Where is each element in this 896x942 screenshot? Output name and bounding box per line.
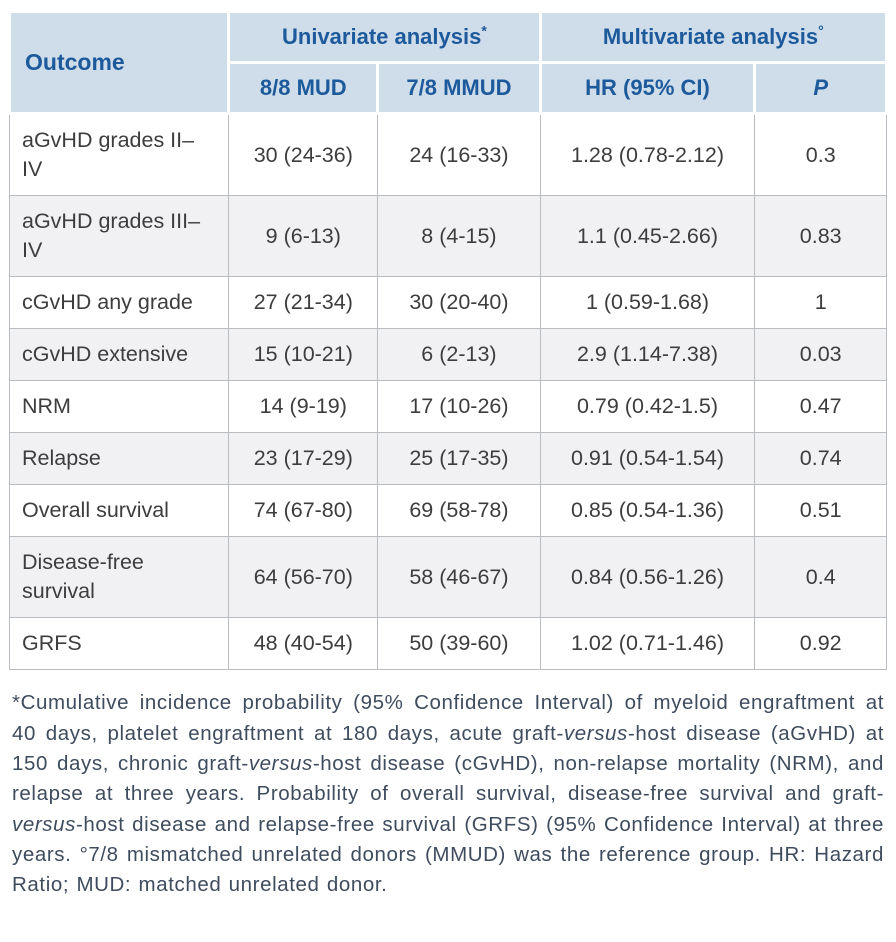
mmud-cell: 8 (4-15) — [377, 195, 541, 278]
mmud-cell: 24 (16-33) — [377, 112, 541, 197]
outcome-cell: Relapse — [8, 432, 230, 486]
table-row: cGvHD any grade 27 (21-34) 30 (20-40) 1 … — [8, 276, 887, 330]
mud-cell: 23 (17-29) — [228, 432, 379, 486]
multivariate-label: Multivariate analysis — [602, 24, 819, 49]
header-subcolumn-row: 8/8 MUD 7/8 MMUD HR (95% CI) P — [10, 61, 888, 115]
table-row: GRFS 48 (40-54) 50 (39-60) 1.02 (0.71-1.… — [8, 617, 887, 671]
p-cell: 0.4 — [754, 536, 887, 619]
mud-cell: 14 (9-19) — [228, 380, 379, 434]
mmud-cell: 25 (17-35) — [377, 432, 541, 486]
table-row: Disease-free survival 64 (56-70) 58 (46-… — [8, 536, 887, 619]
mmud-cell: 17 (10-26) — [377, 380, 541, 434]
outcome-cell: cGvHD any grade — [8, 276, 230, 330]
outcome-cell: aGvHD grades III–IV — [8, 195, 230, 278]
column-header-mud: 8/8 MUD — [227, 61, 380, 115]
p-cell: 0.3 — [754, 112, 887, 197]
outcome-cell: NRM — [8, 380, 230, 434]
table-row: cGvHD extensive 15 (10-21) 6 (2-13) 2.9 … — [8, 328, 887, 382]
p-cell: 1 — [754, 276, 887, 330]
hr-cell: 0.79 (0.42-1.5) — [539, 380, 756, 434]
mmud-cell: 6 (2-13) — [377, 328, 541, 382]
footnote-text-italic: versus — [248, 751, 313, 775]
outcome-cell: cGvHD extensive — [8, 328, 230, 382]
table-row: aGvHD grades III–IV 9 (6-13) 8 (4-15) 1.… — [8, 195, 887, 278]
hr-cell: 1.1 (0.45-2.66) — [539, 195, 756, 278]
mud-cell: 15 (10-21) — [228, 328, 379, 382]
table-header: Outcome Univariate analysis* Multivariat… — [7, 10, 889, 115]
table-row: aGvHD grades II–IV 30 (24-36) 24 (16-33)… — [8, 112, 887, 197]
footnote-text: -host disease and relapse-free survival … — [12, 812, 884, 897]
footnote-text-italic: versus — [563, 721, 628, 745]
outcome-cell: Disease-free survival — [8, 536, 230, 619]
hr-cell: 0.91 (0.54-1.54) — [539, 432, 756, 486]
page: Outcome Univariate analysis* Multivariat… — [7, 10, 889, 900]
p-cell: 0.92 — [754, 617, 887, 671]
p-cell: 0.51 — [754, 484, 887, 538]
column-header-p: P — [753, 61, 888, 115]
outcome-cell: aGvHD grades II–IV — [8, 112, 230, 197]
mmud-cell: 50 (39-60) — [377, 617, 541, 671]
hr-cell: 0.84 (0.56-1.26) — [539, 536, 756, 619]
header-group-row: Outcome Univariate analysis* Multivariat… — [7, 10, 889, 115]
mmud-cell: 69 (58-78) — [377, 484, 541, 538]
mud-cell: 9 (6-13) — [228, 195, 379, 278]
p-cell: 0.83 — [754, 195, 887, 278]
column-header-hr: HR (95% CI) — [538, 61, 757, 115]
mud-cell: 48 (40-54) — [228, 617, 379, 671]
mud-cell: 74 (67-80) — [228, 484, 379, 538]
footnote-text: *Cumulative incidence probability (95% C… — [12, 691, 884, 745]
hr-cell: 1.02 (0.71-1.46) — [539, 617, 756, 671]
footnote-text: -host disease (aGvHD) at 150 days, chron… — [12, 721, 884, 775]
table-row: Overall survival 74 (67-80) 69 (58-78) 0… — [8, 484, 887, 538]
mud-cell: 30 (24-36) — [228, 112, 379, 197]
p-cell: 0.74 — [754, 432, 887, 486]
table-body: aGvHD grades II–IV 30 (24-36) 24 (16-33)… — [8, 112, 887, 671]
mud-cell: 27 (21-34) — [228, 276, 379, 330]
outcome-cell: Overall survival — [8, 484, 230, 538]
column-group-univariate: Univariate analysis* — [227, 10, 542, 64]
outcome-cell: GRFS — [8, 617, 230, 671]
table-footnote: *Cumulative incidence probability (95% C… — [8, 688, 888, 900]
hr-cell: 1 (0.59-1.68) — [539, 276, 756, 330]
outcome-header-label: Outcome — [25, 49, 125, 75]
hr-cell: 2.9 (1.14-7.38) — [539, 328, 756, 382]
hr-cell: 0.85 (0.54-1.36) — [539, 484, 756, 538]
mmud-cell: 58 (46-67) — [377, 536, 541, 619]
results-table: Outcome Univariate analysis* Multivariat… — [7, 10, 889, 671]
multivariate-footnote-marker: ° — [818, 22, 824, 39]
column-header-mmud: 7/8 MMUD — [376, 61, 542, 115]
hr-cell: 1.28 (0.78-2.12) — [539, 112, 756, 197]
table-row: Relapse 23 (17-29) 25 (17-35) 0.91 (0.54… — [8, 432, 887, 486]
column-header-outcome: Outcome — [7, 10, 231, 115]
mmud-cell: 30 (20-40) — [377, 276, 541, 330]
mud-cell: 64 (56-70) — [228, 536, 379, 619]
p-cell: 0.03 — [754, 328, 887, 382]
footnote-text-italic: versus — [12, 812, 76, 836]
univariate-label: Univariate analysis — [282, 24, 482, 49]
table-row: NRM 14 (9-19) 17 (10-26) 0.79 (0.42-1.5)… — [8, 380, 887, 434]
univariate-footnote-marker: * — [481, 22, 487, 39]
footnote-text: -host disease (cGvHD), non-relapse morta… — [12, 751, 884, 806]
p-cell: 0.47 — [754, 380, 887, 434]
column-group-multivariate: Multivariate analysis° — [538, 10, 889, 64]
